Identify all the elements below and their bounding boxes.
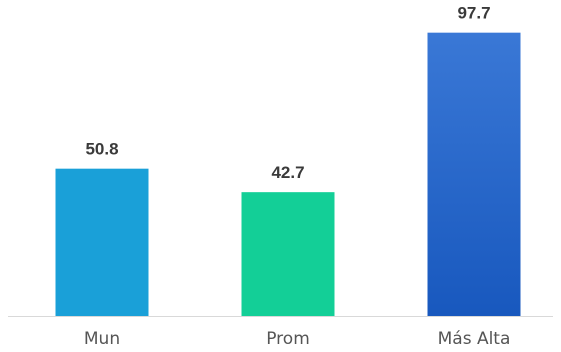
bar-prom [241,192,335,316]
value-label-mas-alta: 97.7 [457,4,490,23]
value-label-prom: 42.7 [271,163,304,182]
x-tick-label-mun: Mun [84,329,120,349]
x-tick-labels-group: Mun Prom Más Alta [84,329,511,349]
x-tick-label-mas-alta: Más Alta [438,329,511,349]
value-labels-group: 50.8 42.7 97.7 [85,4,490,182]
value-label-mun: 50.8 [85,140,118,159]
bars-group [55,32,521,317]
bar-mun [55,168,149,316]
x-tick-label-prom: Prom [266,329,310,349]
bar-mas-alta [427,32,521,317]
